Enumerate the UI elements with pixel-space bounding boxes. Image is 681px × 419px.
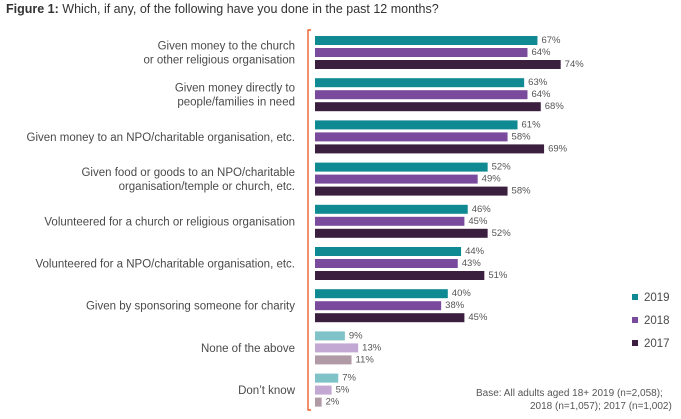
bar-2017 [315,313,465,323]
data-label-2019: 52% [492,162,512,173]
bar-2018 [315,48,528,57]
data-label-2017: 69% [548,143,568,154]
bar-2019 [315,36,538,45]
base-footnote-line-2: 2018 (n=1,057); 2017 (n=1,002) [530,401,672,412]
legend-label-2019: 2019 [644,292,670,304]
category-label-line: Don’t know [238,385,296,397]
bar-2017 [315,228,488,238]
bar-2019 [315,120,518,130]
bar-2019 [315,162,488,172]
bar-2018 [315,301,442,311]
data-label-2017: 51% [488,270,508,281]
bar-2018 [315,385,332,395]
legend-label-2017: 2017 [644,338,670,350]
bar-2018 [315,216,465,226]
legend-swatch-2019 [632,294,638,300]
bar-2019 [315,78,525,88]
bar-2017 [315,144,545,154]
data-label-2017: 58% [512,186,532,197]
category-label-line: Given money directly to [175,83,295,95]
category-label-line: None of the above [201,343,295,355]
bar-2019 [315,289,448,299]
data-label-2018: 45% [468,216,488,227]
data-label-2019: 40% [452,288,472,299]
data-label-2017: 74% [565,59,585,70]
bar-2018 [315,259,458,268]
data-label-2017: 45% [468,312,488,323]
bar-2018 [315,343,359,353]
data-label-2019: 61% [522,119,542,130]
category-label: Given food or goods to an NPO/charitable… [81,167,295,193]
data-label-2018: 58% [512,131,532,142]
data-label-2018: 38% [445,300,465,311]
category-label: Volunteered for a church or religious or… [44,216,295,228]
data-label-2018: 64% [531,47,551,58]
figure-question: Which, if any, of the following have you… [62,2,439,16]
category-label-line: or other religious organisation [143,55,295,67]
category-label: Don’t know [238,385,296,397]
bar-2017 [315,186,508,196]
base-footnote: Base: All adults aged 18+ 2019 (n=2,058)… [476,387,672,413]
category-label-line: Volunteered for a church or religious or… [44,216,295,228]
legend-swatch-2018 [632,317,638,323]
data-label-2017: 52% [492,228,512,239]
data-label-2019: 46% [472,204,492,215]
category-label-line: Given food or goods to an NPO/charitable [81,167,295,179]
category-label-line: organisation/temple or church, etc. [119,181,295,193]
bar-2018 [315,90,528,100]
data-label-2017: 68% [545,101,565,112]
axis-bracket [307,29,311,411]
data-label-2017: 11% [356,354,375,365]
category-label: Given money to the church or other religi… [143,41,295,67]
bar-2019 [315,373,339,383]
figure-label: Figure 1: [6,2,59,16]
bar-2018 [315,132,508,142]
bar-2019 [315,204,468,214]
data-label-2018: 49% [482,174,502,185]
category-label-line: Given money to the church [158,41,295,53]
category-label: Given money directly to people/families i… [175,83,295,109]
data-label-2018: 13% [362,342,382,353]
category-label: Volunteered for a NPO/charitable organis… [35,259,295,271]
bar-2019 [315,331,345,341]
bar-2017 [315,355,352,365]
data-label-2019: 7% [342,373,356,384]
category-label-line: people/families in need [177,97,295,109]
data-label-2018: 43% [462,258,482,269]
bar-2017 [315,102,541,112]
category-label: Given by sponsoring someone for charity [86,301,295,313]
data-label-2019: 67% [541,35,561,46]
base-footnote-line-1: Base: All adults aged 18+ 2019 (n=2,058)… [476,388,663,399]
bar-2018 [315,174,478,184]
category-label-line: Given by sponsoring someone for charity [86,301,295,313]
category-label: None of the above [201,343,295,355]
bar-2017 [315,397,322,407]
legend-label-2018: 2018 [644,315,670,327]
bar-2017 [315,60,561,69]
category-label-line: Volunteered for a NPO/charitable organis… [35,259,295,271]
category-label: Given money to an NPO/charitable organis… [27,132,295,144]
category-label-line: Given money to an NPO/charitable organis… [27,132,295,144]
legend-swatch-2017 [632,340,638,346]
data-label-2018: 64% [531,89,551,100]
bar-2019 [315,247,462,256]
data-label-2018: 5% [336,385,350,396]
data-label-2017: 2% [326,397,340,408]
bar-2017 [315,271,485,280]
data-label-2019: 44% [465,246,485,257]
data-label-2019: 63% [528,77,548,88]
data-label-2019: 9% [349,330,363,341]
chart-title: Figure 1: Which, if any, of the followin… [6,2,439,16]
